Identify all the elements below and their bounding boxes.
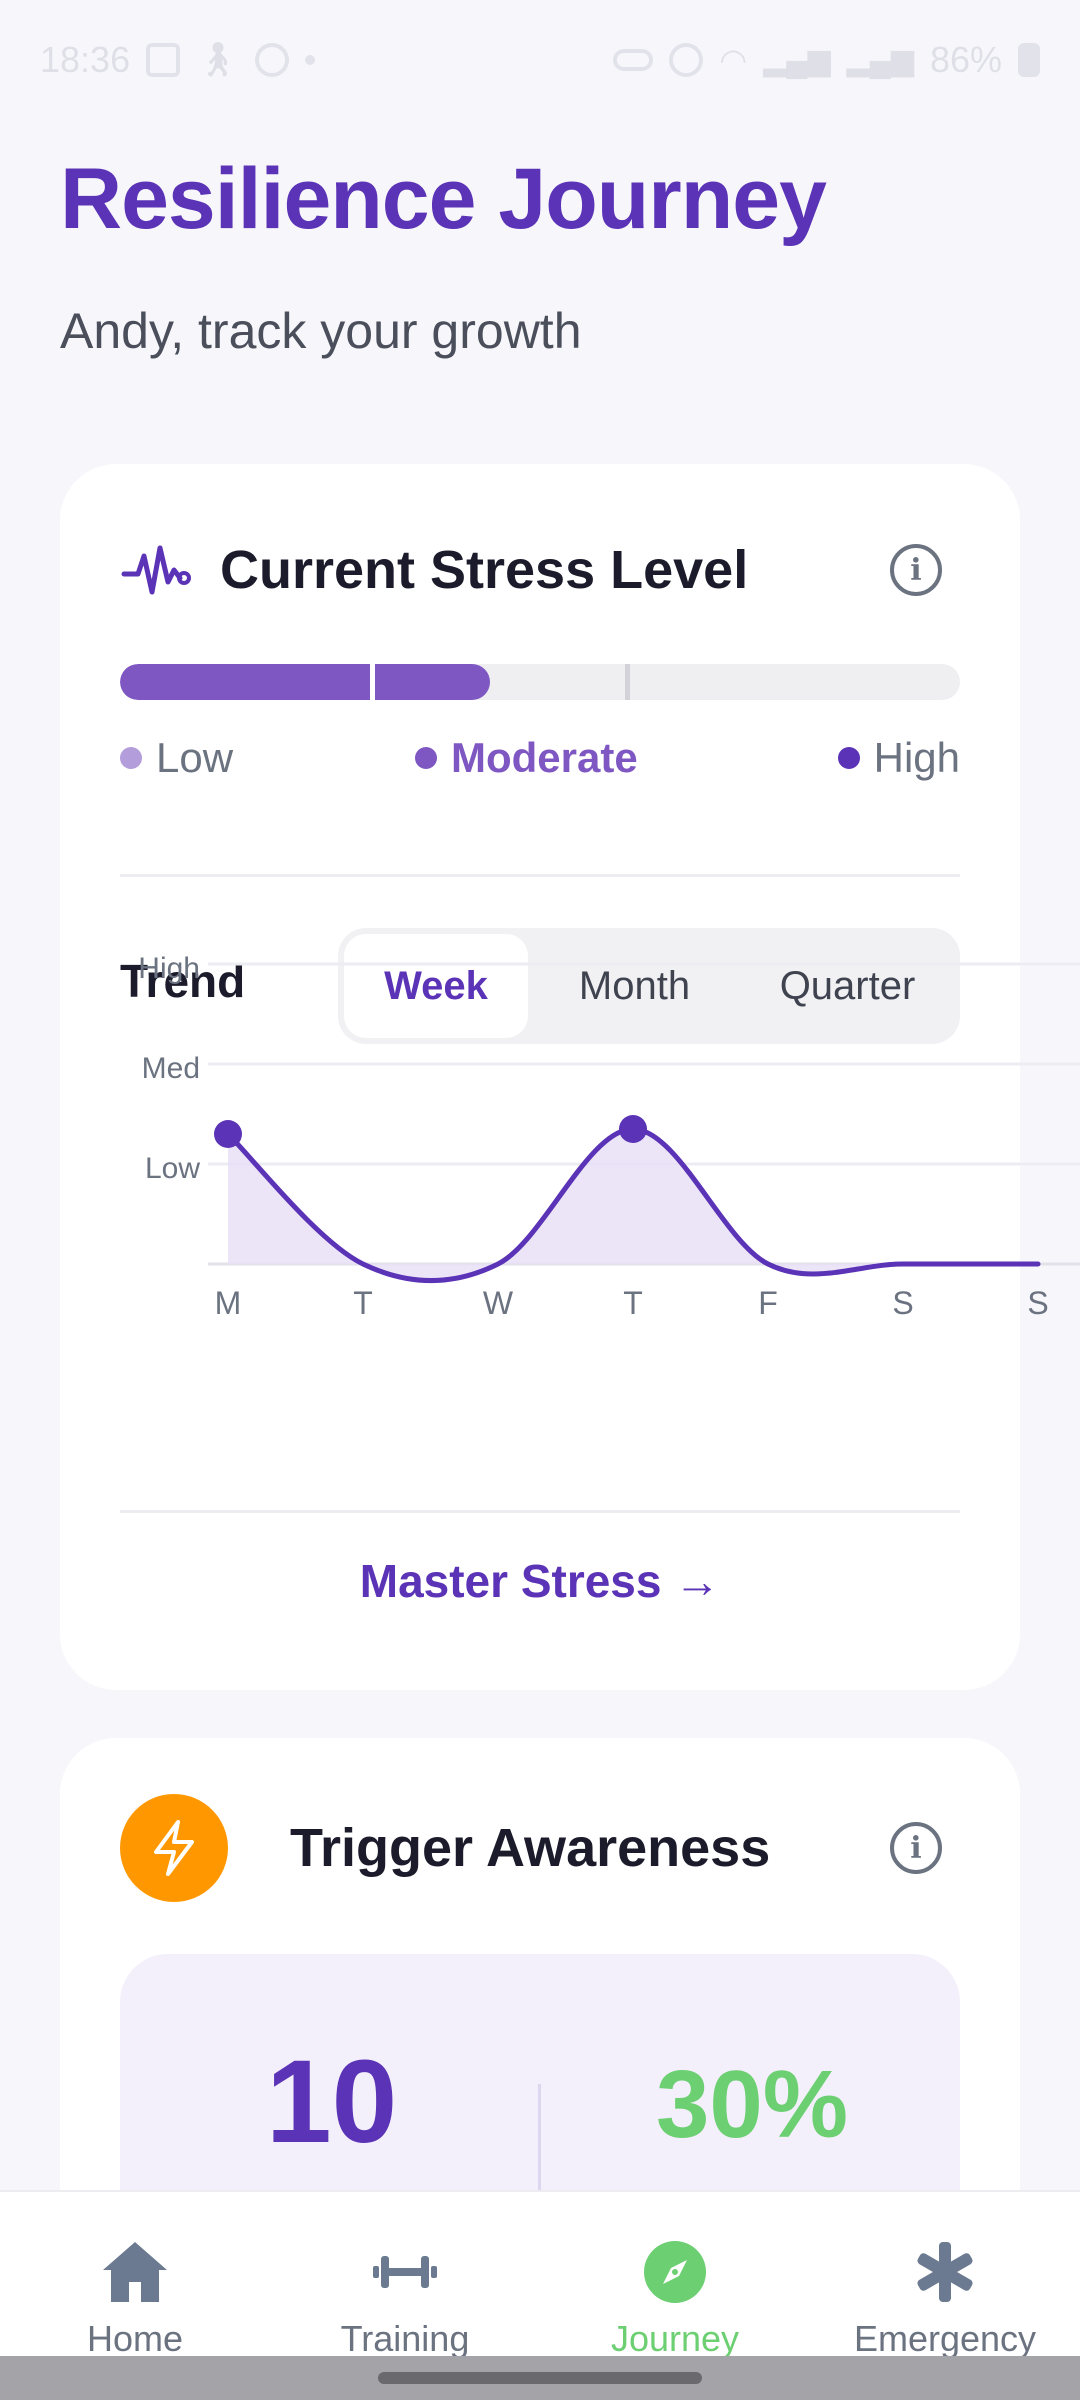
stress-trend-chart: Low Med High M T W T F S S [138, 952, 1080, 1321]
nav-home[interactable]: Home [0, 2192, 270, 2400]
status-bar: 18:36 🚶︎ ◠ ▂▄▆ ▂▄▆ 86% [0, 0, 1080, 120]
level-high-dot [837, 747, 860, 769]
x-tick-label: S [1027, 1285, 1048, 1321]
stress-divider-bottom [120, 1510, 960, 1513]
battery-percent: 86% [929, 39, 1002, 80]
tab-week[interactable]: Week [344, 934, 528, 1038]
level-moderate-label: Moderate [451, 734, 638, 781]
nav-training[interactable]: Training [270, 2192, 540, 2400]
level-moderate-dot [415, 747, 437, 769]
trend-point[interactable] [619, 1115, 647, 1143]
level-moderate: Moderate [415, 734, 638, 782]
home-gesture-handle[interactable] [378, 2372, 702, 2384]
status-left: 18:36 🚶︎ [40, 39, 316, 81]
x-tick-label: F [758, 1285, 778, 1321]
pulse-icon [121, 545, 191, 595]
level-high-label: High [873, 734, 960, 781]
dumbbell-icon [373, 2256, 437, 2288]
page-title: Resilience Journey [60, 151, 827, 247]
trend-point[interactable] [214, 1120, 242, 1148]
gallery-notification-icon [146, 43, 181, 77]
trigger-count: 10 [266, 2036, 398, 2168]
trigger-info-icon[interactable]: i [890, 1822, 942, 1874]
trigger-percent: 30% [656, 2051, 849, 2158]
key-icon [613, 49, 654, 71]
system-gesture-bar [0, 2356, 1080, 2400]
compass-icon [644, 2241, 706, 2303]
stress-level-legend: Low Moderate High [120, 734, 960, 794]
alarm-icon [669, 43, 704, 77]
x-tick-label: M [215, 1285, 242, 1321]
status-right: ◠ ▂▄▆ ▂▄▆ 86% [613, 39, 1040, 81]
signal-2-icon: ▂▄▆ [846, 43, 914, 77]
level-low-label: Low [156, 734, 234, 781]
trend-area [228, 1129, 1038, 1281]
tab-quarter[interactable]: Quarter [779, 963, 916, 1008]
x-tick-label: T [623, 1285, 643, 1321]
nav-emergency[interactable]: Emergency [810, 2192, 1080, 2400]
stats-divider [538, 2084, 541, 2284]
trend-period-tabs: Week Month Quarter [338, 928, 960, 1044]
tab-month[interactable]: Month [578, 963, 691, 1008]
x-tick-label: T [353, 1285, 373, 1321]
y-tick-label: Low [145, 1152, 200, 1185]
y-tick-label: Med [142, 1052, 200, 1085]
stress-level-fill [120, 664, 490, 700]
nav-emergency-label: Emergency [853, 2318, 1037, 2359]
stress-level-bar [120, 664, 960, 700]
trigger-card-title: Trigger Awareness [290, 1818, 771, 1878]
nav-training-label: Training [340, 2318, 470, 2359]
level-low: Low [120, 734, 233, 782]
walk-notification-icon: 🚶︎ [196, 41, 240, 79]
wifi-icon: ◠ [719, 42, 748, 78]
level-high: High [837, 734, 960, 782]
x-tick-label: W [483, 1285, 514, 1321]
home-icon [103, 2242, 167, 2302]
battery-icon [1018, 43, 1040, 77]
more-notifications-icon [305, 55, 316, 65]
asterisk-icon [917, 2242, 973, 2302]
stress-card-header: Current Stress Level [120, 534, 748, 606]
stress-info-icon[interactable]: i [890, 544, 942, 596]
y-tick-label: High [138, 952, 200, 985]
signal-1-icon: ▂▄▆ [763, 43, 831, 77]
stress-card-title: Current Stress Level [220, 540, 749, 600]
level-tick-2 [625, 664, 630, 700]
nav-journey-label: Journey [610, 2318, 740, 2359]
status-time: 18:36 [40, 39, 131, 80]
lightning-icon [120, 1794, 228, 1902]
level-low-dot [120, 747, 142, 769]
nav-journey[interactable]: Journey [540, 2192, 810, 2400]
stress-card: Current Stress Level i Low Moderate High… [60, 464, 1080, 1690]
chat-notification-icon [255, 43, 290, 77]
master-stress-link[interactable]: Master Stress → [359, 1555, 721, 1607]
nav-home-label: Home [86, 2318, 184, 2359]
page-subtitle: Andy, track your growth [60, 303, 582, 359]
stress-divider-top [120, 874, 960, 877]
trigger-card-header: Trigger Awareness [120, 1794, 770, 1902]
x-tick-label: S [892, 1285, 913, 1321]
level-tick-1 [370, 664, 375, 700]
